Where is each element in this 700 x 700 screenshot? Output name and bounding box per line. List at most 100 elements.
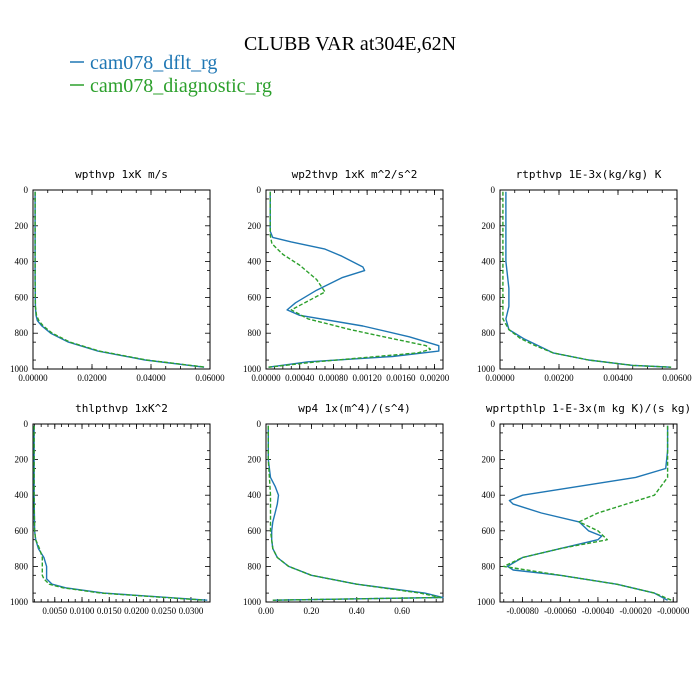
- y-tick-label: 0: [257, 185, 262, 195]
- y-tick-label: 600: [248, 526, 262, 536]
- series-line-dflt: [34, 191, 205, 368]
- y-tick-label: 200: [248, 221, 262, 231]
- x-tick-label: -0.00060: [544, 606, 577, 616]
- y-tick-label: 200: [482, 455, 496, 465]
- y-tick-label: 400: [482, 257, 496, 267]
- y-tick-label: 600: [482, 292, 496, 302]
- panel-title: wprtpthlp 1-E-3x(m kg K)/(s kg): [486, 402, 691, 415]
- x-tick-label: 0.0250: [151, 606, 176, 616]
- y-tick-label: 1000: [243, 597, 262, 607]
- legend-label-diagnostic: cam078_diagnostic_rg: [90, 75, 272, 97]
- figure-title: CLUBB VAR at304E,62N: [244, 33, 456, 55]
- y-tick-label: 800: [482, 328, 496, 338]
- y-tick-label: 400: [15, 490, 29, 500]
- series-line-dflt: [33, 425, 208, 601]
- x-tick-label: -0.00040: [582, 606, 615, 616]
- y-tick-label: 200: [15, 221, 29, 231]
- y-tick-label: 400: [248, 257, 262, 267]
- y-tick-label: 800: [15, 328, 29, 338]
- x-tick-label: 0.04000: [136, 373, 166, 383]
- y-tick-label: 200: [15, 455, 29, 465]
- series-line-dflt: [267, 425, 444, 601]
- y-tick-label: 800: [482, 561, 496, 571]
- x-tick-label: 0.40: [349, 606, 365, 616]
- series-line-dflt: [505, 191, 672, 368]
- panel-frame: [32, 189, 211, 370]
- x-tick-label: 0.20: [304, 606, 320, 616]
- y-tick-label: 600: [482, 526, 496, 536]
- y-tick-label: 0: [491, 419, 496, 429]
- y-tick-label: 600: [15, 526, 29, 536]
- y-tick-label: 1000: [10, 364, 29, 374]
- y-tick-label: 800: [248, 561, 262, 571]
- panel-title: wp4 1x(m^4)/(s^4): [298, 402, 411, 415]
- y-tick-label: 800: [248, 328, 262, 338]
- legend-label-dflt: cam078_dflt_rg: [90, 52, 217, 74]
- series-line-diagnostic: [34, 191, 206, 368]
- x-tick-label: 0.0150: [97, 606, 122, 616]
- series-line-diagnostic: [33, 425, 205, 601]
- x-tick-label: 0.0300: [179, 606, 204, 616]
- x-tick-label: 0.00040: [285, 373, 315, 383]
- x-tick-label: 0.00400: [603, 373, 633, 383]
- y-tick-label: 400: [482, 490, 496, 500]
- y-tick-label: 0: [24, 185, 29, 195]
- series-line-diagnostic: [503, 425, 672, 601]
- panel-title: thlpthvp 1xK^2: [75, 402, 168, 415]
- y-tick-label: 400: [15, 257, 29, 267]
- panel-frame: [265, 189, 444, 370]
- panel-frame: [265, 423, 444, 603]
- x-tick-label: 0.0050: [42, 606, 67, 616]
- y-tick-label: 1000: [10, 597, 29, 607]
- y-tick-label: 600: [15, 292, 29, 302]
- y-tick-label: 1000: [477, 597, 496, 607]
- y-tick-label: 800: [15, 561, 29, 571]
- x-tick-label: 0.0200: [124, 606, 149, 616]
- x-tick-label: -0.00080: [506, 606, 539, 616]
- panel-title: rtpthvp 1E-3x(kg/kg) K: [516, 168, 662, 181]
- series-line-diagnostic: [267, 425, 442, 601]
- panel-2: wp2thvp 1xK m^2/s^2020040060080010000.00…: [243, 168, 450, 383]
- x-tick-label: 0.00080: [319, 373, 349, 383]
- x-tick-label: -0.00020: [619, 606, 652, 616]
- y-tick-label: 0: [257, 419, 262, 429]
- panel-title: wpthvp 1xK m/s: [75, 168, 168, 181]
- y-tick-label: 0: [24, 419, 29, 429]
- panel-frame: [499, 423, 678, 603]
- panel-title: wp2thvp 1xK m^2/s^2: [292, 168, 418, 181]
- x-tick-label: 0.00000: [251, 373, 281, 383]
- x-tick-label: 0.00200: [420, 373, 450, 383]
- x-tick-label: 0.00160: [386, 373, 416, 383]
- series-line-diagnostic: [502, 191, 672, 368]
- panel-frame: [499, 189, 678, 370]
- y-tick-label: 400: [248, 490, 262, 500]
- y-tick-label: 600: [248, 292, 262, 302]
- x-tick-label: 0.02000: [77, 373, 107, 383]
- y-tick-label: 1000: [477, 364, 496, 374]
- panel-3: rtpthvp 1E-3x(kg/kg) K020040060080010000…: [477, 168, 692, 383]
- y-tick-label: 200: [248, 455, 262, 465]
- y-tick-label: 1000: [243, 364, 262, 374]
- x-tick-label: 0.00120: [353, 373, 383, 383]
- figure-legend: cam078_dflt_rg cam078_diagnostic_rg: [70, 52, 272, 97]
- series-line-dflt: [268, 191, 440, 368]
- x-tick-label: 0.00000: [18, 373, 48, 383]
- y-tick-label: 200: [482, 221, 496, 231]
- series-line-diagnostic: [268, 191, 432, 368]
- x-tick-label: -0.00000: [657, 606, 690, 616]
- x-tick-label: 0.60: [394, 606, 410, 616]
- y-tick-label: 0: [491, 185, 496, 195]
- x-tick-label: 0.00: [258, 606, 274, 616]
- series-line-dflt: [506, 425, 669, 601]
- panel-frame: [32, 423, 211, 603]
- x-tick-label: 0.00000: [485, 373, 515, 383]
- x-tick-label: 0.0100: [70, 606, 95, 616]
- x-tick-label: 0.00600: [662, 373, 692, 383]
- x-tick-label: 0.06000: [195, 373, 225, 383]
- panel-6: wprtpthlp 1-E-3x(m kg K)/(s kg) 0 200 400 60…: [477, 402, 691, 616]
